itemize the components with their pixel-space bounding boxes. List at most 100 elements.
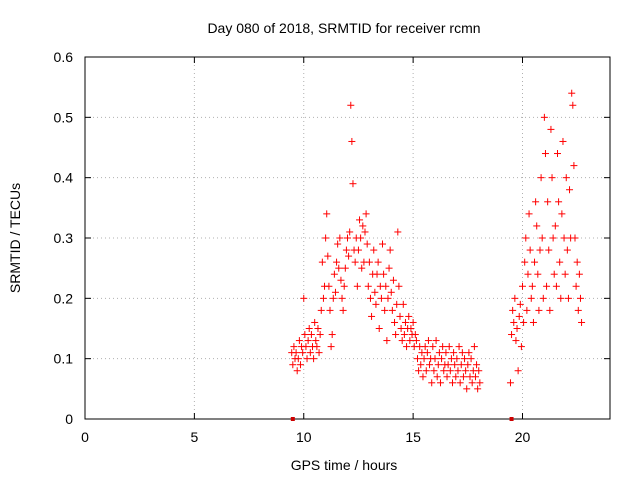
- data-point: [313, 343, 321, 351]
- data-point: [351, 258, 359, 266]
- data-point: [403, 343, 411, 351]
- data-point: [456, 379, 464, 387]
- data-point: [510, 318, 518, 326]
- data-point: [357, 234, 365, 242]
- y-tick-label: 0.3: [54, 230, 74, 246]
- data-point: [525, 210, 533, 218]
- data-point: [382, 282, 390, 290]
- data-point: [345, 252, 353, 260]
- data-point: [317, 306, 325, 314]
- data-point: [292, 349, 300, 357]
- data-point: [398, 337, 406, 345]
- data-point: [458, 349, 466, 357]
- data-point: [431, 355, 439, 363]
- data-point: [338, 294, 346, 302]
- data-point: [293, 367, 301, 375]
- data-point: [445, 343, 453, 351]
- data-point: [465, 349, 473, 357]
- data-point: [383, 337, 391, 345]
- data-point: [388, 306, 396, 314]
- data-point: [423, 349, 431, 357]
- data-point: [442, 349, 450, 357]
- data-point: [361, 228, 369, 236]
- data-point: [569, 101, 577, 109]
- data-point: [546, 306, 554, 314]
- data-point: [526, 246, 534, 254]
- data-point: [462, 367, 470, 375]
- data-point: [304, 337, 312, 345]
- data-point: [396, 312, 404, 320]
- data-point: [344, 234, 351, 242]
- data-point: [551, 222, 559, 230]
- data-point: [400, 331, 408, 339]
- data-point: [440, 367, 448, 375]
- data-point: [455, 343, 463, 351]
- data-point: [471, 373, 479, 381]
- x-axis-label: GPS time / hours: [291, 457, 398, 473]
- data-point: [310, 355, 318, 363]
- data-point: [341, 264, 349, 272]
- data-point: [576, 294, 584, 302]
- data-point: [547, 125, 555, 133]
- data-point: [554, 150, 561, 158]
- data-point: [550, 270, 558, 278]
- data-point: [452, 373, 460, 381]
- data-point: [429, 343, 437, 351]
- data-point: [359, 222, 367, 230]
- data-point: [399, 300, 407, 308]
- y-tick-label: 0.2: [54, 290, 74, 306]
- data-point: [519, 282, 526, 290]
- data-point: [539, 294, 547, 302]
- data-point: [393, 300, 401, 308]
- data-point: [578, 318, 586, 326]
- data-point: [387, 288, 395, 296]
- data-point: [509, 306, 517, 314]
- data-point: [290, 343, 298, 351]
- x-tick-label: 15: [405, 429, 421, 445]
- data-point: [474, 385, 482, 393]
- data-point: [523, 306, 531, 314]
- data-point: [541, 150, 549, 158]
- data-point: [548, 174, 556, 182]
- data-point: [325, 282, 333, 290]
- data-point: [323, 210, 331, 218]
- data-point: [571, 234, 579, 242]
- data-point: [334, 240, 342, 248]
- data-point: [506, 379, 514, 387]
- data-points: [288, 89, 586, 393]
- data-point: [560, 234, 568, 242]
- data-point: [381, 306, 389, 314]
- data-point: [305, 325, 313, 332]
- data-point: [331, 288, 339, 296]
- data-point: [368, 312, 376, 320]
- data-point: [294, 355, 302, 363]
- data-point: [533, 222, 541, 230]
- data-point: [417, 361, 425, 369]
- data-point: [532, 198, 540, 206]
- data-point: [328, 331, 336, 339]
- data-point: [384, 294, 392, 302]
- data-point: [301, 331, 309, 339]
- data-point: [432, 337, 440, 345]
- data-point: [570, 162, 578, 170]
- data-point: [439, 343, 447, 351]
- data-point: [428, 379, 436, 387]
- data-point: [377, 294, 385, 302]
- data-point: [536, 246, 544, 254]
- data-point: [572, 282, 580, 290]
- data-point: [473, 361, 481, 369]
- data-point: [419, 373, 427, 381]
- data-point: [529, 318, 537, 326]
- y-tick-label: 0.1: [54, 351, 74, 367]
- data-point: [379, 240, 386, 248]
- data-point: [362, 210, 370, 218]
- data-point: [303, 355, 311, 363]
- data-point: [514, 367, 522, 375]
- data-point: [544, 198, 552, 206]
- x-tick-label: 10: [296, 429, 312, 445]
- data-point: [335, 264, 343, 272]
- data-point: [426, 361, 434, 369]
- data-point: [528, 282, 536, 290]
- data-point: [386, 246, 394, 254]
- data-point: [324, 252, 332, 260]
